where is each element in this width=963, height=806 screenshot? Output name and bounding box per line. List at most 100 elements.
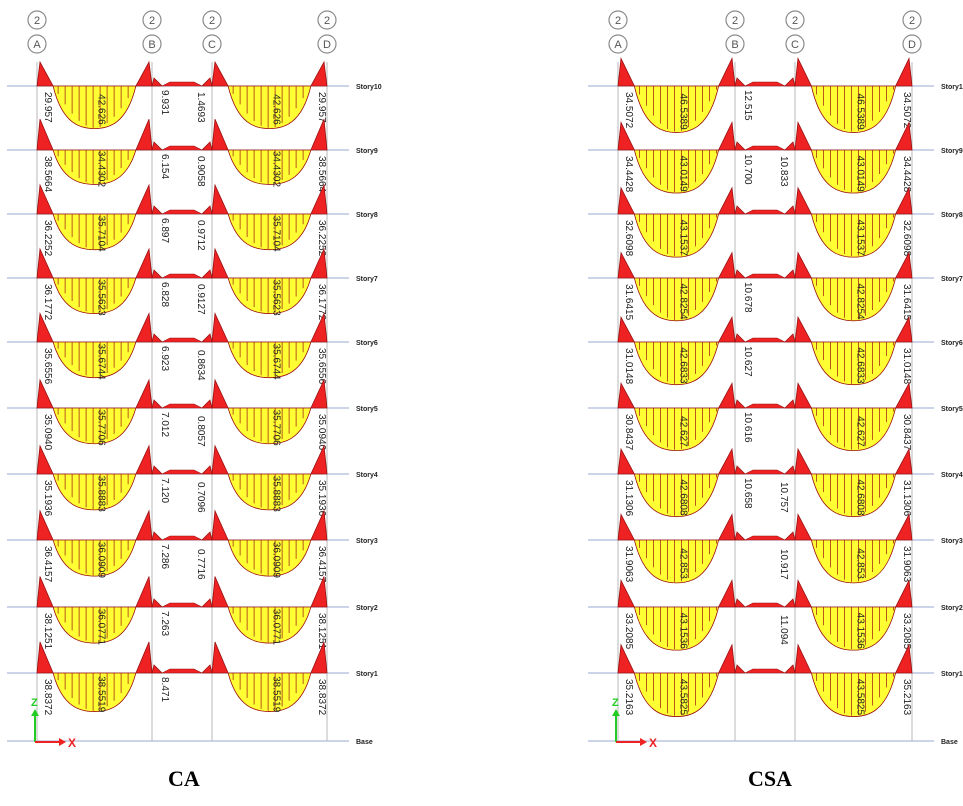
moment-label-left-mid: 42.627 — [678, 416, 689, 447]
moment-label-left-mid: 35.7104 — [96, 216, 107, 253]
moment-label-left-mid: 36.0771 — [96, 609, 107, 646]
hogging-moment-right-b — [894, 382, 913, 409]
story-label: Story3 — [356, 538, 378, 545]
moment-label-right-support: 38.1251 — [316, 613, 327, 650]
moment-label-right-support: 36.4157 — [316, 546, 327, 583]
mid-beam-moment-center — [744, 209, 786, 215]
mid-beam-moment-b — [201, 141, 213, 151]
mid-beam-moment-center — [744, 403, 786, 409]
grid-bubble-top — [785, 10, 805, 30]
hogging-moment-left-b — [135, 247, 153, 279]
z-axis-arrowhead — [31, 709, 39, 716]
moment-label-mid-beam-neg: 7.286 — [159, 544, 170, 569]
sagging-moment-left — [633, 277, 720, 322]
hogging-moment-right-a — [794, 382, 813, 409]
moment-label-mid-beam-neg: 10.700 — [742, 154, 753, 185]
grid-bubble-bottom-label: C — [791, 39, 799, 51]
moment-label-left-mid: 35.7706 — [96, 410, 107, 447]
story-label: Story1 — [941, 671, 963, 678]
sagging-moment-left — [633, 672, 720, 717]
grid-bubble-bottom-label: B — [148, 39, 155, 51]
sagging-moment-left — [633, 213, 720, 258]
moment-label-left-mid: 36.0909 — [96, 542, 107, 579]
moment-label-left-support: 31.1306 — [623, 480, 634, 517]
moment-label-right-mid: 35.5623 — [271, 279, 282, 316]
moment-label-mid-beam-neg: 10.616 — [742, 412, 753, 443]
moment-label-right-mid: 42.853 — [855, 548, 866, 579]
moment-label-left-mid: 43.0149 — [678, 156, 689, 193]
grid-bubble-bottom — [608, 34, 628, 54]
moment-label-mid-beam-neg: 9.931 — [159, 90, 170, 115]
grid-bubble-bottom-label: D — [908, 39, 916, 51]
moment-label-right-mid: 42.627 — [855, 416, 866, 447]
hogging-moment-left-a — [617, 382, 636, 409]
moment-label-mid-beam-neg: 7.012 — [159, 412, 170, 437]
sagging-moment-right — [227, 85, 312, 130]
grid-bubble-bottom — [902, 34, 922, 54]
moment-label-right-support: 35.1936 — [316, 480, 327, 517]
mid-beam-moment-a — [734, 77, 746, 87]
hogging-moment-left-b — [717, 121, 736, 151]
mid-beam-moment-center — [161, 469, 203, 475]
sagging-moment-right — [227, 539, 312, 577]
hogging-moment-right-a — [211, 247, 229, 279]
moment-label-right-mid: 42.626 — [271, 94, 282, 125]
hogging-moment-right-b — [310, 641, 328, 674]
panel-ca: Story10 Story9 Story8 Story7 Story6 Story5 Sto… — [7, 10, 382, 750]
sagging-moment-right — [227, 407, 312, 445]
hogging-moment-left-b — [717, 56, 736, 87]
story-label: Story10 — [356, 84, 382, 91]
hogging-moment-right-a — [211, 509, 229, 541]
sagging-moment-left — [633, 149, 720, 194]
moment-label-right-support: 36.2252 — [316, 220, 327, 257]
mid-beam-moment-b — [201, 664, 213, 674]
moment-label-mid-beam-pos: 0.8634 — [195, 350, 206, 381]
moment-label-left-mid: 35.8883 — [96, 476, 107, 513]
sagging-moment-right — [810, 539, 897, 584]
mid-beam-moment-a — [151, 333, 163, 343]
grid-bubble-top — [608, 10, 628, 30]
moment-label-left-support: 34.4428 — [623, 156, 634, 193]
story-label: Story8 — [356, 212, 378, 219]
sagging-moment-left — [52, 539, 137, 577]
mid-beam-moment-a — [734, 333, 746, 343]
hogging-moment-right-b — [310, 444, 328, 475]
sagging-moment-left — [633, 473, 720, 518]
story-label: Story8 — [941, 212, 963, 219]
mid-beam-moment-a — [151, 598, 163, 608]
moment-label-right-mid: 43.5825 — [855, 679, 866, 716]
mid-beam-moment-b — [201, 598, 213, 608]
mid-beam-moment-b — [201, 333, 213, 343]
mid-beam-moment-b — [784, 77, 796, 87]
hogging-moment-right-a — [794, 251, 813, 279]
hogging-moment-left-a — [617, 579, 636, 608]
hogging-moment-left-a — [617, 121, 636, 151]
moment-label-mid-beam-pos: 0.9712 — [195, 220, 206, 251]
moment-label-right-support: 35.6556 — [316, 348, 327, 385]
sagging-moment-left — [52, 277, 137, 314]
moment-label-right-mid: 35.8883 — [271, 476, 282, 513]
moment-label-left-support: 35.6556 — [42, 348, 53, 385]
story-label: Story2 — [356, 605, 378, 612]
moment-label-mid-beam-pos: 0.7096 — [195, 482, 206, 513]
hogging-moment-right-a — [794, 513, 813, 541]
moment-label-mid-beam-pos: 0.9127 — [195, 284, 206, 315]
mid-beam-moment-a — [734, 598, 746, 608]
moment-label-right-mid: 36.0909 — [271, 542, 282, 579]
moment-label-mid-beam-pos: 0.9058 — [195, 156, 206, 187]
hogging-moment-right-a — [211, 378, 229, 409]
hogging-moment-left-a — [36, 311, 54, 343]
mid-beam-moment-center — [744, 337, 786, 343]
moment-label-right-support: 38.5664 — [316, 156, 327, 193]
sagging-moment-right — [227, 213, 312, 251]
hogging-moment-left-a — [617, 643, 636, 674]
hogging-moment-left-b — [135, 378, 153, 409]
hogging-moment-left-b — [717, 251, 736, 279]
hogging-moment-left-a — [617, 56, 636, 87]
mid-beam-moment-b — [201, 205, 213, 215]
hogging-moment-right-a — [794, 186, 813, 215]
moment-label-right-mid: 42.6808 — [855, 479, 866, 516]
hogging-moment-left-b — [717, 186, 736, 215]
moment-label-left-mid: 43.1536 — [678, 613, 689, 650]
mid-beam-moment-b — [784, 465, 796, 475]
